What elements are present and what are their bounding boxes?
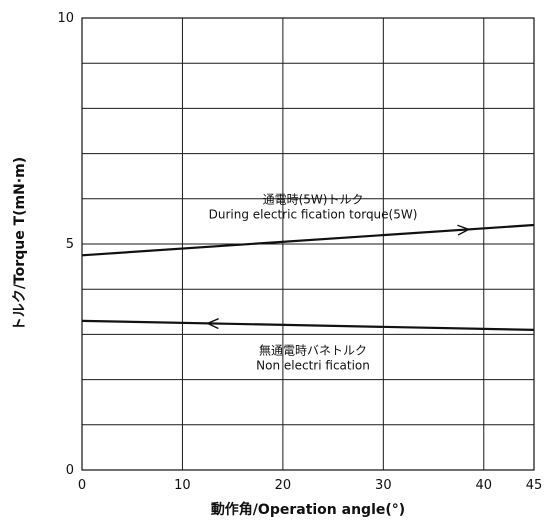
x-tick-label-0: 0 xyxy=(78,478,86,493)
y-tick-label-0: 0 xyxy=(66,463,74,478)
series-arrow-1 xyxy=(457,224,471,236)
series-line-1 xyxy=(81,223,535,257)
series-line-2 xyxy=(81,319,535,331)
annotation-1-line-1: 通電時(5W)トルク xyxy=(263,192,364,206)
x-axis-title: 動作角/Operation angle(°) xyxy=(211,501,405,518)
annotation-1-line-2: During electric fication torque(5W) xyxy=(209,207,418,221)
x-tick-label-40: 40 xyxy=(476,478,493,493)
y-tick-label-5: 5 xyxy=(66,237,74,252)
annotation-2-line-1: 無通電時バネトルク xyxy=(259,343,367,358)
x-tick-label-45: 45 xyxy=(526,478,543,493)
x-tick-label-10: 10 xyxy=(174,478,191,493)
y-axis-title: トルク/Torque T(mN·m) xyxy=(12,157,28,331)
series-arrow-2 xyxy=(205,318,219,330)
annotation-2-line-2: Non electri fication xyxy=(256,359,370,373)
x-tick-label-30: 30 xyxy=(375,478,392,493)
plot-frame xyxy=(81,17,535,471)
y-tick-label-10: 10 xyxy=(57,11,74,26)
x-tick-label-20: 20 xyxy=(275,478,292,493)
